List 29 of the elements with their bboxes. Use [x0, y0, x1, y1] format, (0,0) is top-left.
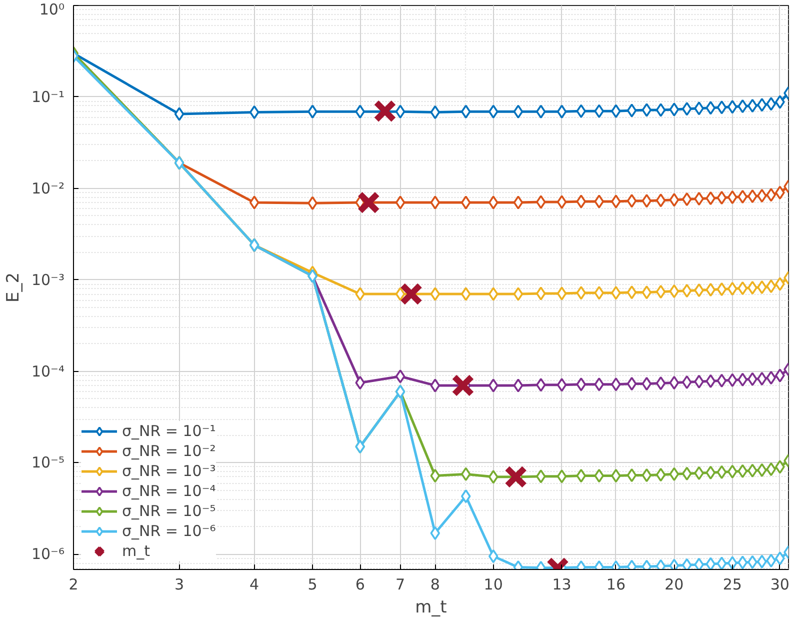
legend-label: σ_NR = 10⁻² [122, 442, 216, 460]
x-tick-label: 6 [355, 576, 365, 594]
y-axis-title: E_2 [3, 272, 24, 303]
y-tick-label: 10⁻² [31, 179, 65, 198]
y-tick-label: 10⁻¹ [31, 88, 65, 106]
x-tick-label: 10 [484, 576, 503, 594]
x-tick-label: 13 [552, 576, 572, 594]
x-tick-label: 20 [664, 576, 684, 594]
x-tick-label: 4 [250, 576, 260, 594]
y-tick-label: 10⁻³ [31, 270, 65, 289]
legend-label: σ_NR = 10⁻¹ [122, 422, 216, 440]
x-tick-label: 16 [606, 576, 626, 594]
legend-label: σ_NR = 10⁻⁶ [122, 522, 216, 540]
x-tick-label: 7 [396, 576, 406, 594]
y-tick-label: 10⁰ [39, 0, 65, 18]
x-tick-label: 3 [174, 576, 184, 594]
x-tick-label: 2 [68, 576, 78, 594]
y-tick-label: 10⁻⁵ [31, 454, 65, 472]
legend-label: σ_NR = 10⁻⁵ [122, 502, 216, 520]
y-tick-label: 10⁻⁴ [31, 362, 65, 380]
x-tick-label: 5 [308, 576, 318, 594]
x-axis-title: m_t [415, 598, 448, 618]
y-tick-label: 10⁻⁶ [31, 545, 65, 564]
legend-label: σ_NR = 10⁻³ [122, 462, 216, 480]
legend-label: σ_NR = 10⁻⁴ [122, 482, 216, 500]
x-tick-label: 30 [770, 576, 790, 594]
legend-label: m_t [122, 542, 150, 560]
x-tick-label: 25 [722, 576, 742, 594]
x-tick-label: 8 [430, 576, 440, 594]
